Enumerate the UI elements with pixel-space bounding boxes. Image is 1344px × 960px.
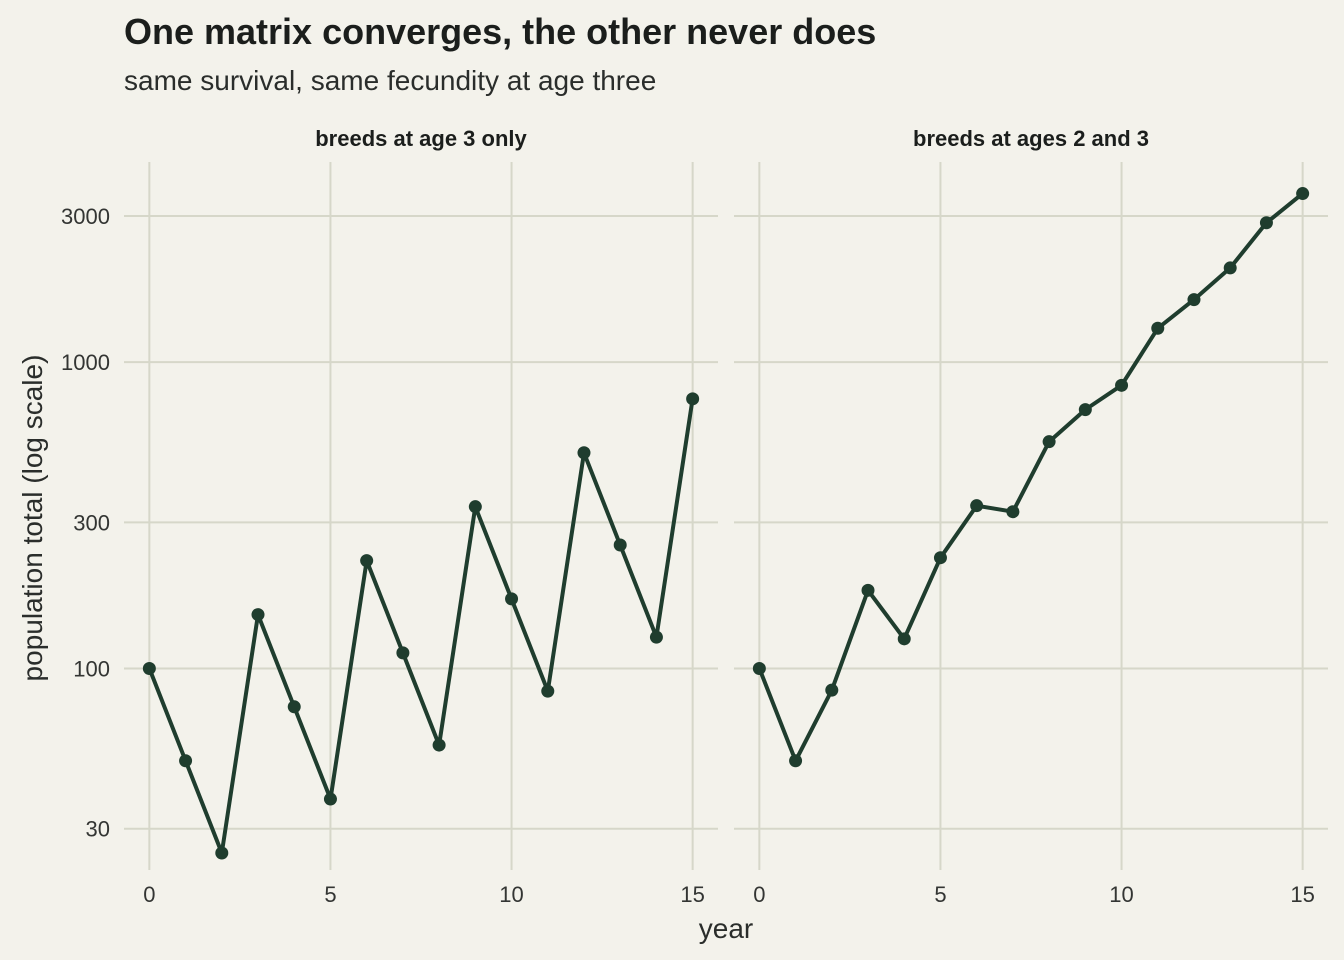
data-point <box>1151 321 1165 335</box>
panel-ages2and3: breeds at ages 2 and 3 0 5 10 15 <box>734 126 1328 907</box>
x-tick-label: 15 <box>1290 882 1314 907</box>
y-tick-label: 300 <box>73 510 110 535</box>
chart-subtitle: same survival, same fecundity at age thr… <box>124 65 656 96</box>
data-point <box>251 608 265 622</box>
panel-age3-only: breeds at age 3 only 0 5 10 15 <box>124 126 718 907</box>
data-point <box>1006 505 1020 519</box>
data-point <box>1223 261 1237 275</box>
data-point <box>142 662 156 676</box>
x-tick-label: 5 <box>324 882 336 907</box>
data-point <box>1259 216 1273 230</box>
x-tick-label: 0 <box>753 882 765 907</box>
data-point <box>1187 293 1201 307</box>
x-tick-label: 15 <box>680 882 704 907</box>
y-axis-title: population total (log scale) <box>17 355 48 682</box>
data-point <box>686 392 700 406</box>
data-point <box>577 446 591 460</box>
data-point <box>649 630 663 644</box>
x-tick-label: 5 <box>934 882 946 907</box>
data-point <box>897 632 911 646</box>
data-point <box>752 662 766 676</box>
data-point <box>613 538 627 552</box>
data-point <box>1296 187 1310 201</box>
data-point <box>933 551 947 565</box>
x-tick-label: 10 <box>1109 882 1133 907</box>
y-tick-label: 3000 <box>61 204 110 229</box>
data-point <box>323 792 337 806</box>
y-tick-label: 30 <box>86 817 110 842</box>
x-tick-label: 10 <box>499 882 523 907</box>
chart-title: One matrix converges, the other never do… <box>124 11 876 52</box>
data-point <box>1042 435 1056 449</box>
data-point <box>432 738 446 752</box>
data-point <box>396 646 410 660</box>
y-tick-label: 100 <box>73 657 110 682</box>
data-point <box>505 592 519 606</box>
x-tick-label: 0 <box>143 882 155 907</box>
y-tick-label: 1000 <box>61 350 110 375</box>
data-point <box>1115 378 1129 392</box>
panel-label: breeds at ages 2 and 3 <box>913 126 1149 151</box>
data-point <box>1078 403 1092 417</box>
data-point <box>468 500 482 514</box>
series-line <box>757 192 1304 763</box>
data-point <box>861 583 875 597</box>
data-point <box>287 700 301 714</box>
panel-label: breeds at age 3 only <box>315 126 527 151</box>
data-point <box>215 846 229 860</box>
data-point <box>825 683 839 697</box>
series-line <box>147 398 695 855</box>
data-point <box>541 684 555 698</box>
x-axis-title: year <box>699 913 753 944</box>
y-axis-ticks: 30 100 300 1000 3000 <box>61 204 110 842</box>
data-point <box>179 754 193 768</box>
data-point <box>360 554 374 568</box>
data-point <box>970 499 984 513</box>
data-point <box>789 754 803 768</box>
